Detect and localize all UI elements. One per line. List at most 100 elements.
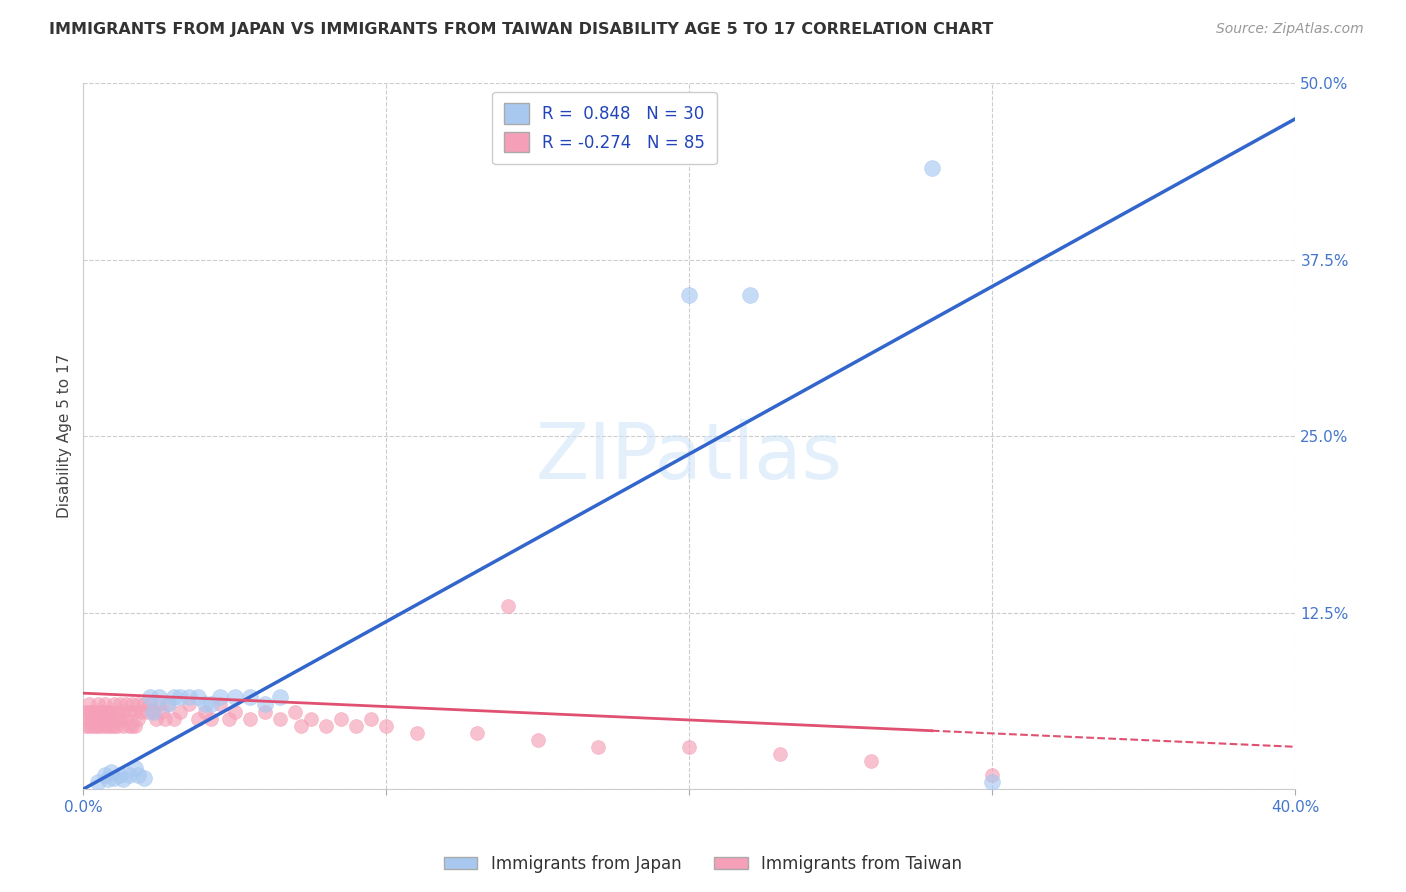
Point	[738, 288, 761, 302]
Point	[90, 718, 112, 732]
Point	[82, 718, 104, 732]
Point	[678, 739, 700, 754]
Point	[148, 698, 170, 712]
Point	[179, 698, 201, 712]
Point	[769, 747, 792, 761]
Point	[87, 705, 110, 719]
Point	[129, 705, 152, 719]
Point	[496, 599, 519, 613]
Point	[124, 718, 146, 732]
Point	[79, 705, 101, 719]
Text: Source: ZipAtlas.com: Source: ZipAtlas.com	[1216, 22, 1364, 37]
Point	[150, 705, 173, 719]
Legend: R =  0.848   N = 30, R = -0.274   N = 85: R = 0.848 N = 30, R = -0.274 N = 85	[492, 92, 717, 164]
Point	[465, 725, 488, 739]
Point	[148, 690, 170, 705]
Point	[93, 718, 115, 732]
Point	[132, 698, 155, 712]
Point	[84, 712, 107, 726]
Point	[200, 712, 222, 726]
Point	[118, 768, 141, 782]
Point	[103, 771, 125, 785]
Point	[142, 705, 165, 719]
Point	[87, 698, 110, 712]
Point	[132, 771, 155, 785]
Point	[79, 718, 101, 732]
Point	[103, 718, 125, 732]
Point	[121, 698, 143, 712]
Point	[114, 712, 136, 726]
Point	[254, 705, 277, 719]
Point	[100, 718, 122, 732]
Point	[84, 705, 107, 719]
Point	[179, 690, 201, 705]
Point	[124, 705, 146, 719]
Point	[108, 712, 131, 726]
Point	[108, 768, 131, 782]
Text: ZIPatlas: ZIPatlas	[536, 419, 842, 495]
Point	[315, 718, 337, 732]
Point	[118, 705, 141, 719]
Point	[142, 705, 165, 719]
Point	[121, 718, 143, 732]
Point	[921, 161, 943, 175]
Legend: Immigrants from Japan, Immigrants from Taiwan: Immigrants from Japan, Immigrants from T…	[437, 848, 969, 880]
Point	[269, 712, 291, 726]
Point	[981, 775, 1004, 789]
Point	[405, 725, 427, 739]
Point	[96, 705, 118, 719]
Point	[96, 772, 118, 787]
Point	[224, 690, 246, 705]
Point	[96, 712, 118, 726]
Point	[224, 705, 246, 719]
Point	[111, 718, 134, 732]
Point	[127, 768, 149, 782]
Point	[111, 772, 134, 787]
Point	[93, 705, 115, 719]
Point	[239, 712, 262, 726]
Point	[269, 690, 291, 705]
Point	[139, 698, 162, 712]
Point	[96, 718, 118, 732]
Point	[157, 698, 180, 712]
Point	[284, 705, 307, 719]
Point	[193, 698, 215, 712]
Text: IMMIGRANTS FROM JAPAN VS IMMIGRANTS FROM TAIWAN DISABILITY AGE 5 TO 17 CORRELATI: IMMIGRANTS FROM JAPAN VS IMMIGRANTS FROM…	[49, 22, 994, 37]
Point	[981, 768, 1004, 782]
Point	[193, 705, 215, 719]
Point	[360, 712, 382, 726]
Point	[163, 712, 186, 726]
Point	[375, 718, 398, 732]
Point	[75, 705, 97, 719]
Point	[87, 775, 110, 789]
Point	[187, 690, 209, 705]
Point	[860, 754, 883, 768]
Point	[111, 705, 134, 719]
Point	[163, 690, 186, 705]
Point	[588, 739, 610, 754]
Point	[93, 698, 115, 712]
Point	[108, 698, 131, 712]
Point	[103, 698, 125, 712]
Y-axis label: Disability Age 5 to 17: Disability Age 5 to 17	[58, 354, 72, 518]
Point	[157, 698, 180, 712]
Point	[678, 288, 700, 302]
Point	[139, 690, 162, 705]
Point	[105, 705, 128, 719]
Point	[82, 705, 104, 719]
Point	[200, 698, 222, 712]
Point	[239, 690, 262, 705]
Point	[90, 705, 112, 719]
Point	[208, 690, 231, 705]
Point	[344, 718, 367, 732]
Point	[290, 718, 312, 732]
Point	[103, 712, 125, 726]
Point	[208, 698, 231, 712]
Point	[299, 712, 322, 726]
Point	[75, 718, 97, 732]
Point	[100, 705, 122, 719]
Point	[105, 718, 128, 732]
Point	[153, 712, 176, 726]
Point	[118, 718, 141, 732]
Point	[100, 765, 122, 780]
